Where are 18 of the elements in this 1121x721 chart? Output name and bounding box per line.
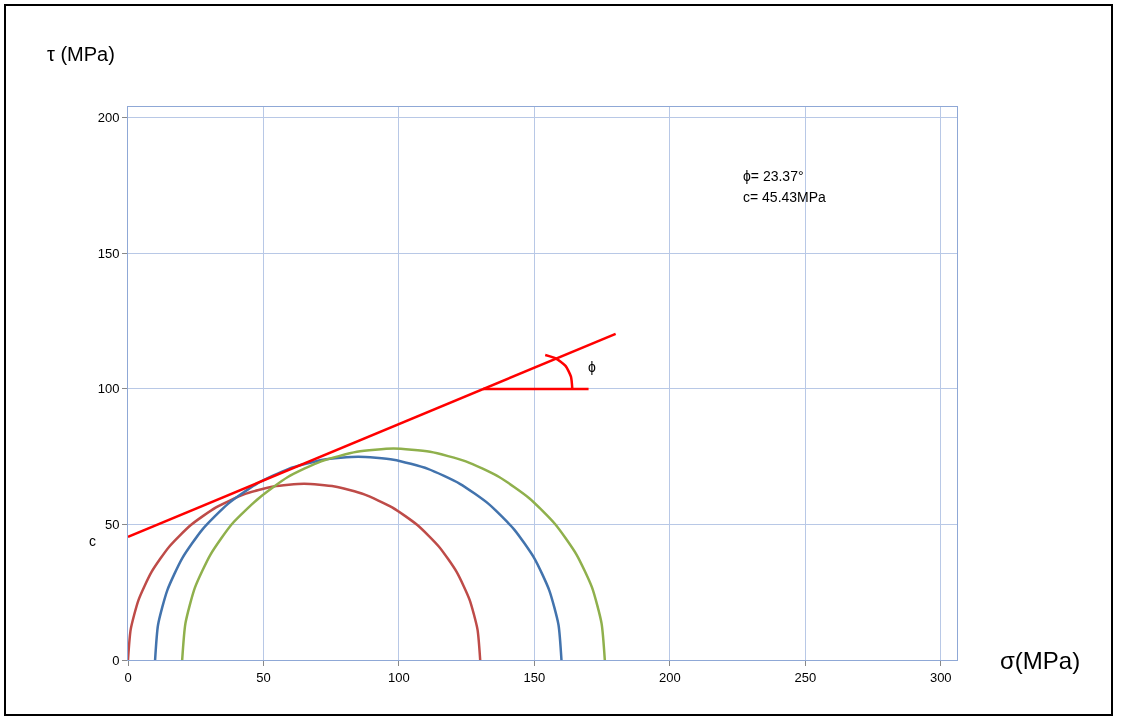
y-tick-label: 150	[97, 245, 120, 261]
y-tick-label: 0	[112, 652, 120, 668]
x-tick-label: 300	[929, 669, 952, 685]
x-tick-label: 150	[523, 669, 546, 685]
y-tick-label: 50	[104, 517, 120, 533]
annotation: ϕ= 23.37°	[743, 168, 804, 184]
y-tick-label: 200	[97, 110, 120, 126]
x-tick-label: 0	[124, 669, 132, 685]
annotation: c= 45.43MPa	[743, 189, 827, 205]
annotation: ϕ	[588, 359, 596, 375]
x-tick-label: 50	[256, 669, 271, 685]
x-tick-label: 100	[388, 669, 410, 685]
x-tick-label: 200	[658, 669, 681, 685]
x-tick-label: 250	[794, 669, 817, 685]
y-axis-title: τ (MPa)	[47, 43, 115, 65]
x-axis-title: σ(MPa)	[1000, 647, 1081, 674]
text: c	[89, 533, 96, 549]
y-tick-label: 100	[97, 381, 120, 397]
